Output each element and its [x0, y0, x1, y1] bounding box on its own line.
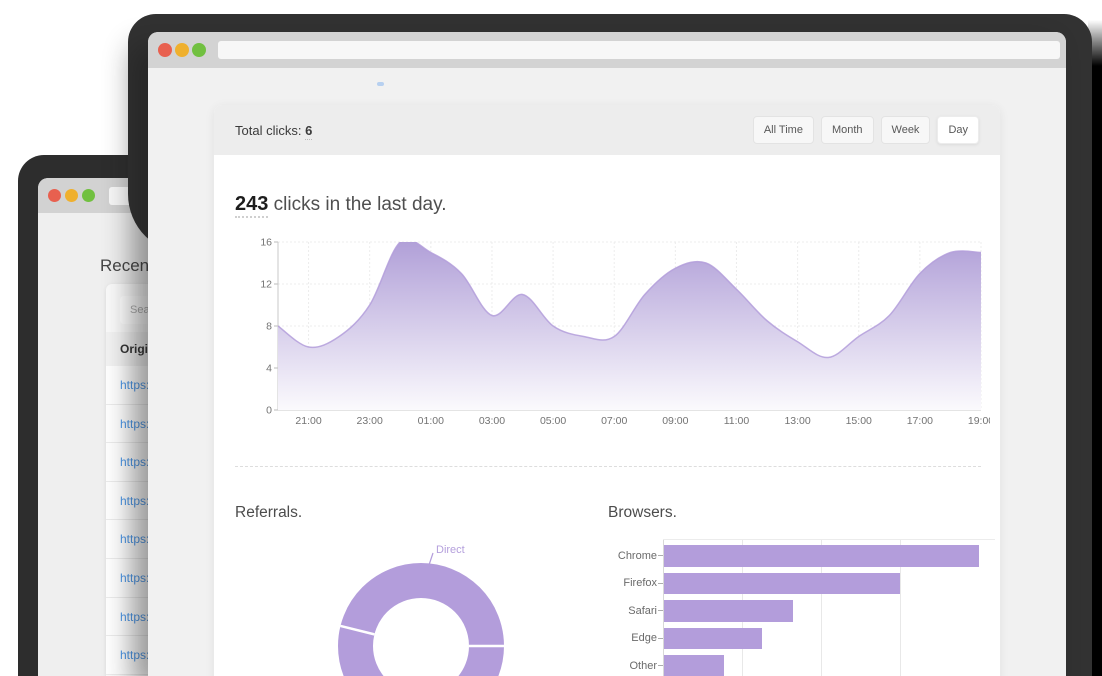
- bar-row: Firefox: [608, 572, 995, 594]
- recent-links-heading: Recen: [100, 256, 150, 275]
- nav-link-remnant: [377, 82, 384, 86]
- bar-edge: [664, 627, 762, 649]
- x-tick-label: 01:00: [418, 415, 444, 427]
- bar-category-tick: [658, 610, 663, 612]
- analytics-card: Total clicks: 6 All Time Month Week Day 243…: [214, 105, 1000, 676]
- range-button-all-time[interactable]: All Time: [752, 116, 814, 144]
- x-tick-label: 05:00: [540, 415, 566, 427]
- dashboard-page: Total clicks: 6 All Time Month Week Day 243…: [148, 68, 1066, 676]
- donut-segment-label: Direct: [436, 544, 465, 556]
- bar-chrome: [664, 545, 980, 567]
- donut-divider: [340, 624, 375, 636]
- maximize-window-icon[interactable]: [192, 43, 206, 57]
- close-window-icon[interactable]: [48, 189, 61, 202]
- area-fill: [278, 242, 981, 410]
- range-button-week[interactable]: Week: [880, 116, 931, 144]
- total-clicks-value: 6: [305, 122, 313, 140]
- minimize-window-icon[interactable]: [65, 189, 78, 202]
- front-window-frame-right: [1066, 180, 1092, 676]
- bar-track: [664, 627, 995, 649]
- bar-row: Edge: [608, 627, 995, 649]
- origin-link[interactable]: https:: [120, 532, 150, 547]
- x-tick-label: 19:00: [968, 415, 990, 427]
- referrals-title: Referrals.: [235, 504, 303, 521]
- total-clicks-label: Total clicks: 6: [235, 122, 313, 140]
- y-tick-label: 4: [266, 363, 272, 375]
- bar-row: Safari: [608, 600, 995, 622]
- donut-label-line: [427, 552, 434, 569]
- x-tick-label: 09:00: [662, 415, 688, 427]
- bar-category-tick: [658, 665, 663, 667]
- bar-firefox: [664, 572, 901, 594]
- y-tick-label: 12: [260, 279, 272, 291]
- area-line: [278, 242, 981, 359]
- bar-track: [664, 572, 995, 594]
- origin-link[interactable]: https:: [120, 609, 150, 624]
- front-url-bar[interactable]: [218, 41, 1060, 59]
- bar-row: Other: [608, 655, 995, 676]
- front-browser-window: Total clicks: 6 All Time Month Week Day 243…: [148, 32, 1066, 676]
- y-tick-label: 8: [266, 321, 272, 333]
- referrals-donut-chart: Direct: [338, 544, 504, 676]
- bar-category-tick: [658, 637, 663, 639]
- x-tick-label: 17:00: [907, 415, 933, 427]
- bar-track: [664, 600, 995, 622]
- clicks-headline: 243 clicks in the last day.: [235, 193, 447, 218]
- bar-category-label: Other: [629, 659, 657, 672]
- x-tick-label: 11:00: [724, 415, 750, 427]
- minimize-window-icon[interactable]: [175, 43, 189, 57]
- browsers-bar-chart: Chrome Firefox Safari Edge Other: [608, 533, 995, 676]
- close-window-icon[interactable]: [158, 43, 172, 57]
- bar-gridline: [900, 540, 902, 676]
- origin-link[interactable]: https:: [120, 455, 150, 470]
- bar-track: [664, 655, 995, 676]
- origin-link[interactable]: https:: [120, 416, 150, 431]
- bar-category-tick: [658, 582, 663, 584]
- x-tick-label: 03:00: [479, 415, 505, 427]
- front-browser-titlebar: [148, 32, 1066, 68]
- origin-link[interactable]: https:: [120, 648, 150, 663]
- bar-track: [664, 545, 995, 567]
- x-tick-label: 07:00: [601, 415, 627, 427]
- clicks-count: 243: [235, 193, 269, 218]
- browsers-title: Browsers.: [608, 504, 677, 521]
- total-clicks-text: Total clicks:: [235, 122, 302, 138]
- donut-ring: [338, 563, 504, 676]
- clicks-area-chart: 21:00 23:00 01:00 03:00 05:00 07:00 09:00 11:00…: [260, 237, 990, 428]
- bar-gridline: [821, 540, 823, 676]
- bar-safari: [664, 600, 794, 622]
- bar-axis-line: [663, 540, 664, 676]
- x-tick-label: 13:00: [784, 415, 810, 427]
- maximize-window-icon[interactable]: [82, 189, 95, 202]
- x-tick-label: 23:00: [357, 415, 383, 427]
- bar-category-tick: [658, 555, 663, 557]
- bar-other: [664, 655, 724, 676]
- origin-link[interactable]: https:: [120, 378, 150, 392]
- bar-category-label: Edge: [631, 632, 657, 645]
- range-button-month[interactable]: Month: [820, 116, 874, 144]
- bar-category-label: Firefox: [623, 577, 657, 590]
- clicks-headline-text: clicks in the last day.: [268, 194, 447, 215]
- bar-category-label: Chrome: [617, 549, 657, 562]
- section-divider: [235, 466, 981, 467]
- bar-chart-rows: Chrome Firefox Safari Edge Other: [608, 545, 995, 676]
- range-buttons: All Time Month Week Day: [752, 116, 979, 144]
- analytics-card-header: Total clicks: 6 All Time Month Week Day: [214, 105, 1000, 155]
- x-tick-label: 21:00: [295, 415, 321, 427]
- y-tick-label: 0: [266, 405, 272, 417]
- bar-category-label: Safari: [628, 604, 657, 617]
- bar-row: Chrome: [608, 545, 995, 567]
- origin-link[interactable]: https:: [120, 570, 150, 585]
- origin-link[interactable]: https:: [120, 493, 150, 508]
- x-tick-label: 15:00: [846, 415, 872, 427]
- range-button-day[interactable]: Day: [937, 116, 979, 144]
- y-tick-label: 16: [260, 237, 272, 249]
